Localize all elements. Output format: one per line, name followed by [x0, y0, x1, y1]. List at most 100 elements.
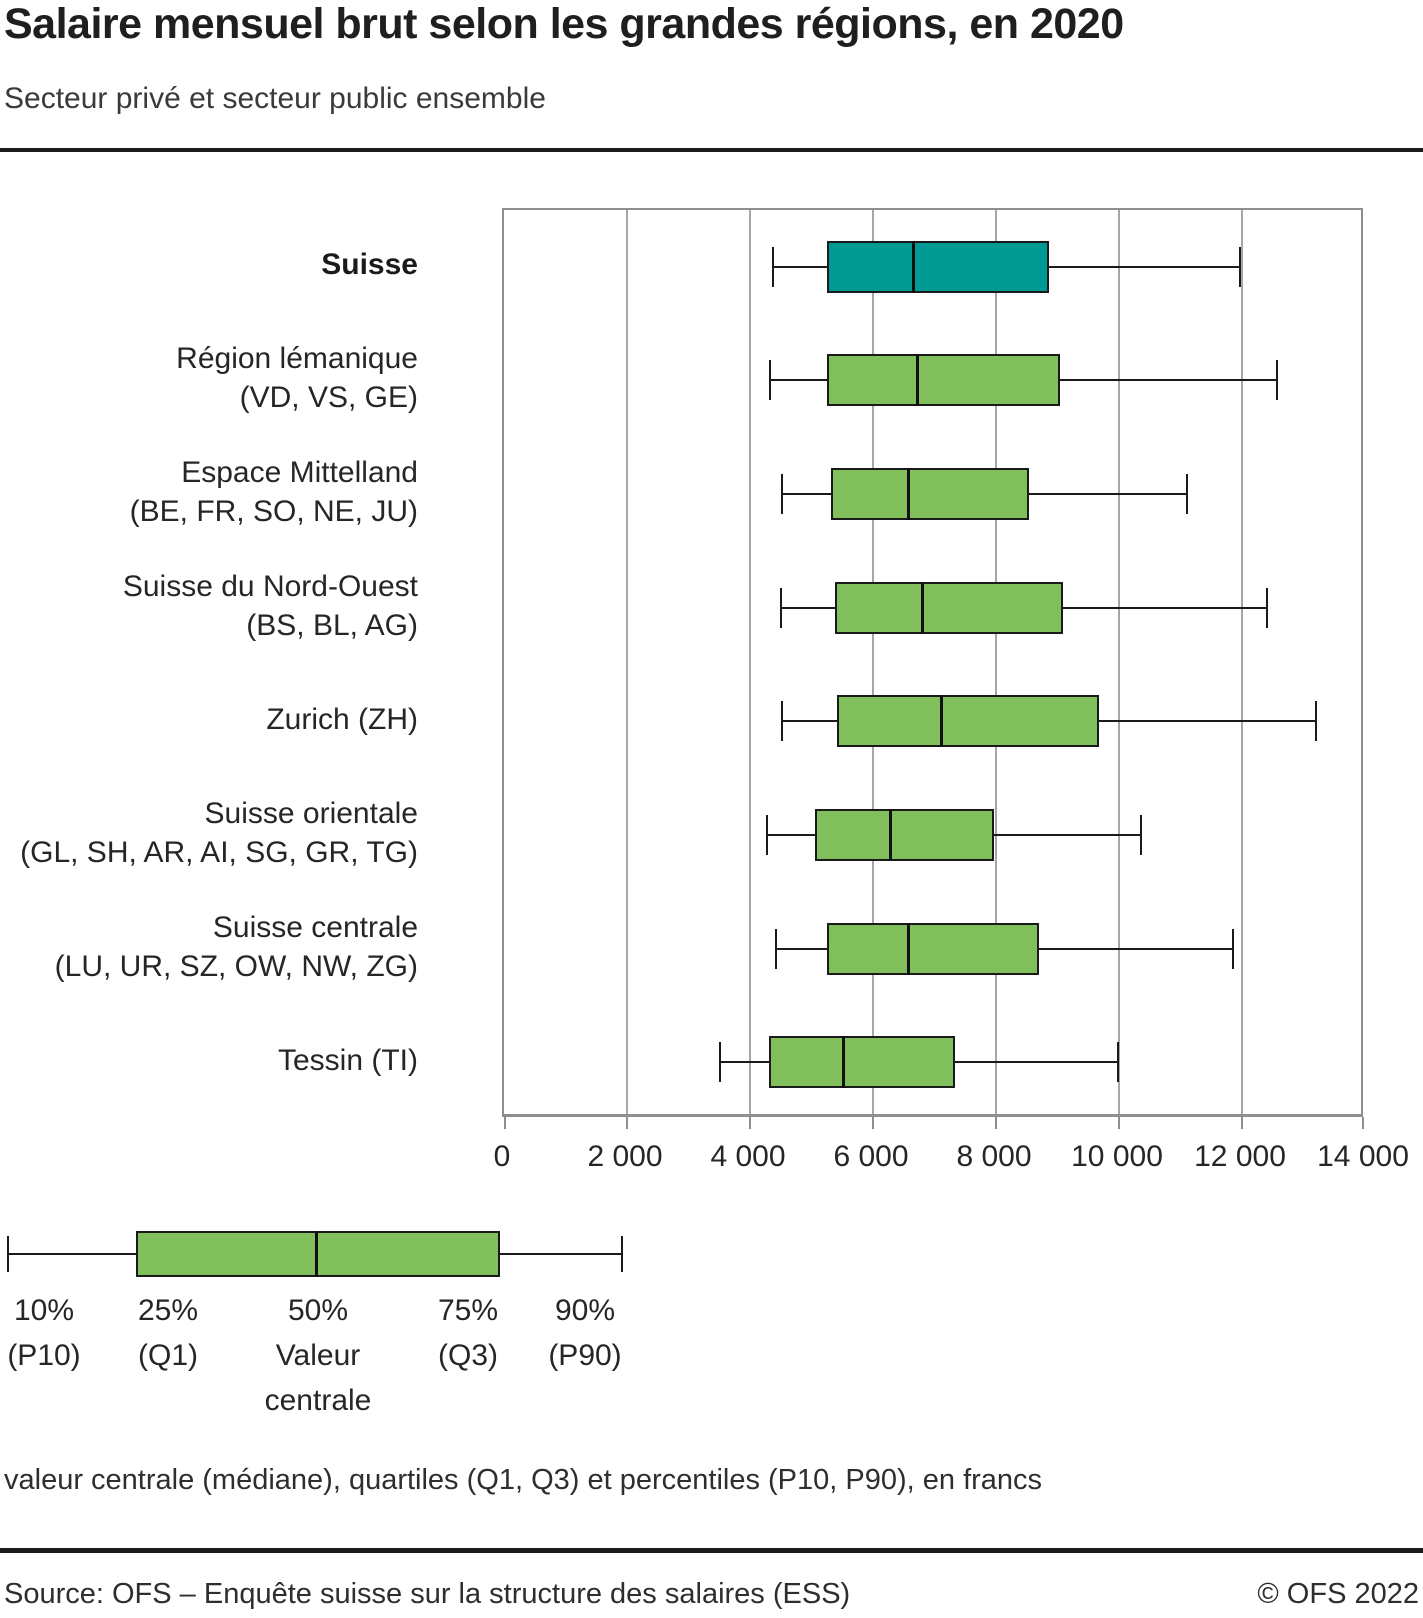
region-name: Suisse centrale	[212, 910, 418, 944]
legend-item: 90% (P90)	[500, 1288, 670, 1378]
median-line	[920, 581, 924, 634]
median-line	[906, 468, 910, 521]
whisker-cap-p10	[772, 246, 775, 287]
y-axis-labels: Suisse Région lémanique (VD, VS, GE) Espace…	[0, 208, 462, 1117]
gridline-4000	[749, 210, 751, 1114]
whisker-cap-p10	[780, 701, 783, 742]
whisker-cap-p90	[1314, 701, 1317, 742]
tick-mark-12000	[1241, 1117, 1243, 1129]
box-iqr	[836, 695, 1100, 748]
region-name: Espace Mittelland	[181, 456, 418, 490]
x-tick-label: 14 000	[1317, 1140, 1409, 1173]
region-name: Suisse	[321, 248, 418, 282]
whisker-cap-p90	[1276, 360, 1279, 401]
whisker-cap-p90	[1232, 928, 1235, 969]
box-iqr	[826, 354, 1060, 407]
x-tick-label: 6 000	[833, 1140, 909, 1173]
whisker-cap-p10	[780, 474, 783, 515]
median-line	[912, 240, 916, 293]
legend-item: 50% Valeur centrale	[233, 1288, 403, 1423]
box-iqr	[831, 468, 1029, 521]
legend-item-line: 10%	[13, 1294, 75, 1327]
region-name: Suisse du Nord-Ouest	[122, 569, 418, 603]
region-cantons: (BE, FR, SO, NE, JU)	[129, 495, 418, 529]
x-tick-label: 8 000	[956, 1140, 1032, 1173]
region-name: Suisse orientale	[204, 796, 418, 830]
region-cantons: (GL, SH, AR, AI, SG, GR, TG)	[20, 835, 418, 869]
whisker-cap-p90	[1238, 246, 1241, 287]
box-iqr	[826, 922, 1040, 975]
gridline-8000	[995, 210, 997, 1114]
tick-mark-10000	[1118, 1117, 1120, 1129]
tick-mark-0	[504, 1117, 506, 1129]
tick-mark-14000	[1362, 1117, 1364, 1129]
legend-item: 75% (Q3)	[383, 1288, 553, 1378]
whisker-cap-p90	[1140, 814, 1143, 855]
footer-divider	[0, 1548, 1423, 1553]
x-tick-label: 0	[493, 1140, 511, 1173]
whisker-cap-p10	[766, 814, 769, 855]
legend-item: 25% (Q1)	[83, 1288, 253, 1378]
box-iqr	[769, 1036, 956, 1089]
whisker-cap-p90	[1186, 474, 1189, 515]
whisker-cap-p10	[779, 587, 782, 628]
tick-mark-6000	[872, 1117, 874, 1129]
legend-median-line	[315, 1231, 318, 1277]
median-line	[906, 922, 910, 975]
row-label: Suisse	[0, 208, 462, 322]
region-name: Zurich (ZH)	[266, 702, 418, 736]
median-line	[841, 1036, 845, 1089]
legend-item-line: 75%	[437, 1294, 499, 1327]
legend-item-line: (P10)	[7, 1339, 81, 1372]
legend-item-line: (Q1)	[138, 1339, 198, 1372]
legend-item-line: (P90)	[548, 1339, 622, 1372]
tick-mark-8000	[995, 1117, 997, 1129]
legend-box	[136, 1231, 500, 1277]
legend-whisker-cap-p90	[621, 1236, 623, 1272]
gridline-10000	[1118, 210, 1120, 1114]
legend-item-line: 25%	[137, 1294, 199, 1327]
x-tick-label: 10 000	[1071, 1140, 1163, 1173]
region-name: Région lémanique	[176, 342, 418, 376]
legend-item-line: Valeur	[275, 1339, 361, 1372]
legend-item: 10% (P10)	[0, 1288, 129, 1378]
x-tick-label: 2 000	[587, 1140, 663, 1173]
whisker-cap-p10	[774, 928, 777, 969]
box-iqr	[834, 581, 1064, 634]
row-label: Suisse orientale (GL, SH, AR, AI, SG, GR,…	[0, 776, 462, 890]
legend-item-line: (Q3)	[438, 1339, 498, 1372]
gridline-6000	[872, 210, 874, 1114]
page-subtitle: Secteur privé et secteur public ensemble	[4, 82, 546, 115]
box-iqr	[826, 240, 1049, 293]
header-divider	[0, 148, 1423, 152]
whisker-cap-p10	[769, 360, 772, 401]
gridline-2000	[626, 210, 628, 1114]
legend-labels: 10% (P10) 25% (Q1) 50% Valeur centrale 75% (Q3) 9…	[0, 1288, 720, 1458]
chart-note: valeur centrale (médiane), quartiles (Q1…	[4, 1464, 1043, 1496]
region-cantons: (BS, BL, AG)	[246, 608, 418, 642]
region-cantons: (VD, VS, GE)	[239, 381, 418, 415]
median-line	[939, 695, 943, 748]
row-label: Espace Mittelland (BE, FR, SO, NE, JU)	[0, 435, 462, 549]
copyright-text: © OFS 2022	[1257, 1578, 1419, 1610]
row-label: Tessin (TI)	[0, 1003, 462, 1117]
median-line	[888, 808, 892, 861]
source-text: Source: OFS – Enquête suisse sur la stru…	[4, 1578, 851, 1610]
legend-whisker-cap-p10	[7, 1236, 9, 1272]
legend-item-line: centrale	[264, 1384, 372, 1417]
legend-item-line: 50%	[287, 1294, 349, 1327]
whisker-cap-p10	[719, 1042, 722, 1083]
page-title: Salaire mensuel brut selon les grandes r…	[4, 0, 1124, 48]
box-iqr	[814, 808, 994, 861]
region-name: Tessin (TI)	[277, 1043, 418, 1077]
row-label: Suisse du Nord-Ouest (BS, BL, AG)	[0, 549, 462, 663]
whisker-cap-p90	[1116, 1042, 1119, 1083]
boxplot-plot-area	[502, 208, 1364, 1129]
row-label: Région lémanique (VD, VS, GE)	[0, 322, 462, 436]
x-axis-tick-labels: 0 2 000 4 000 6 000 8 000 10 000 12 000 14 000	[494, 1140, 1409, 1180]
tick-mark-2000	[626, 1117, 628, 1129]
whisker-cap-p90	[1266, 587, 1269, 628]
row-label: Zurich (ZH)	[0, 663, 462, 777]
legend-boxplot	[7, 1231, 623, 1277]
